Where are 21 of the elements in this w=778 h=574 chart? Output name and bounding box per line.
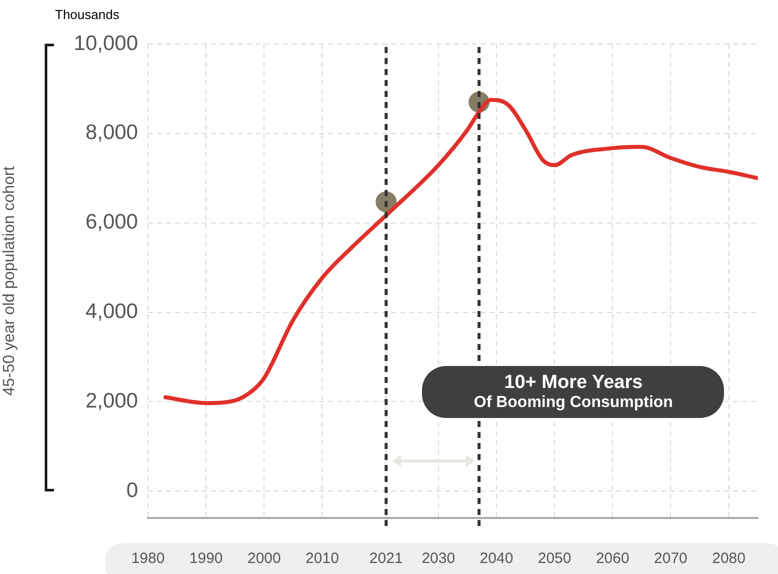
y-tick-label: 0 xyxy=(126,478,138,502)
y-tick-label: 4,000 xyxy=(85,300,138,324)
annotation: 10+ More Years xyxy=(503,372,644,394)
x-tick-label: 2030 xyxy=(422,550,456,568)
y-tick-label: 8,000 xyxy=(85,121,138,144)
x-tick-label: 2040 xyxy=(480,550,514,568)
y-tick-label: 10,000 xyxy=(74,32,138,55)
annotation: Of Booming Consumption xyxy=(472,394,674,412)
x-tick-label: 2010 xyxy=(306,550,339,568)
y-tick-label: 2,000 xyxy=(85,390,138,413)
x-tick-label: 1990 xyxy=(189,550,223,568)
x-tick-label: 2050 xyxy=(538,550,572,568)
x-tick-label: 1980 xyxy=(131,550,165,568)
y-tick-label: 6,000 xyxy=(85,210,138,234)
x-tick-label: 2000 xyxy=(247,550,281,568)
x-tick-label: 2070 xyxy=(654,550,688,568)
x-tick-label: 2021 xyxy=(369,550,403,568)
x-tick-label: 2080 xyxy=(712,550,746,568)
text: Thousands xyxy=(55,7,120,22)
x-tick-label: 2060 xyxy=(596,550,630,568)
y-axis-title: 45-50 year old population cohort xyxy=(1,166,18,396)
